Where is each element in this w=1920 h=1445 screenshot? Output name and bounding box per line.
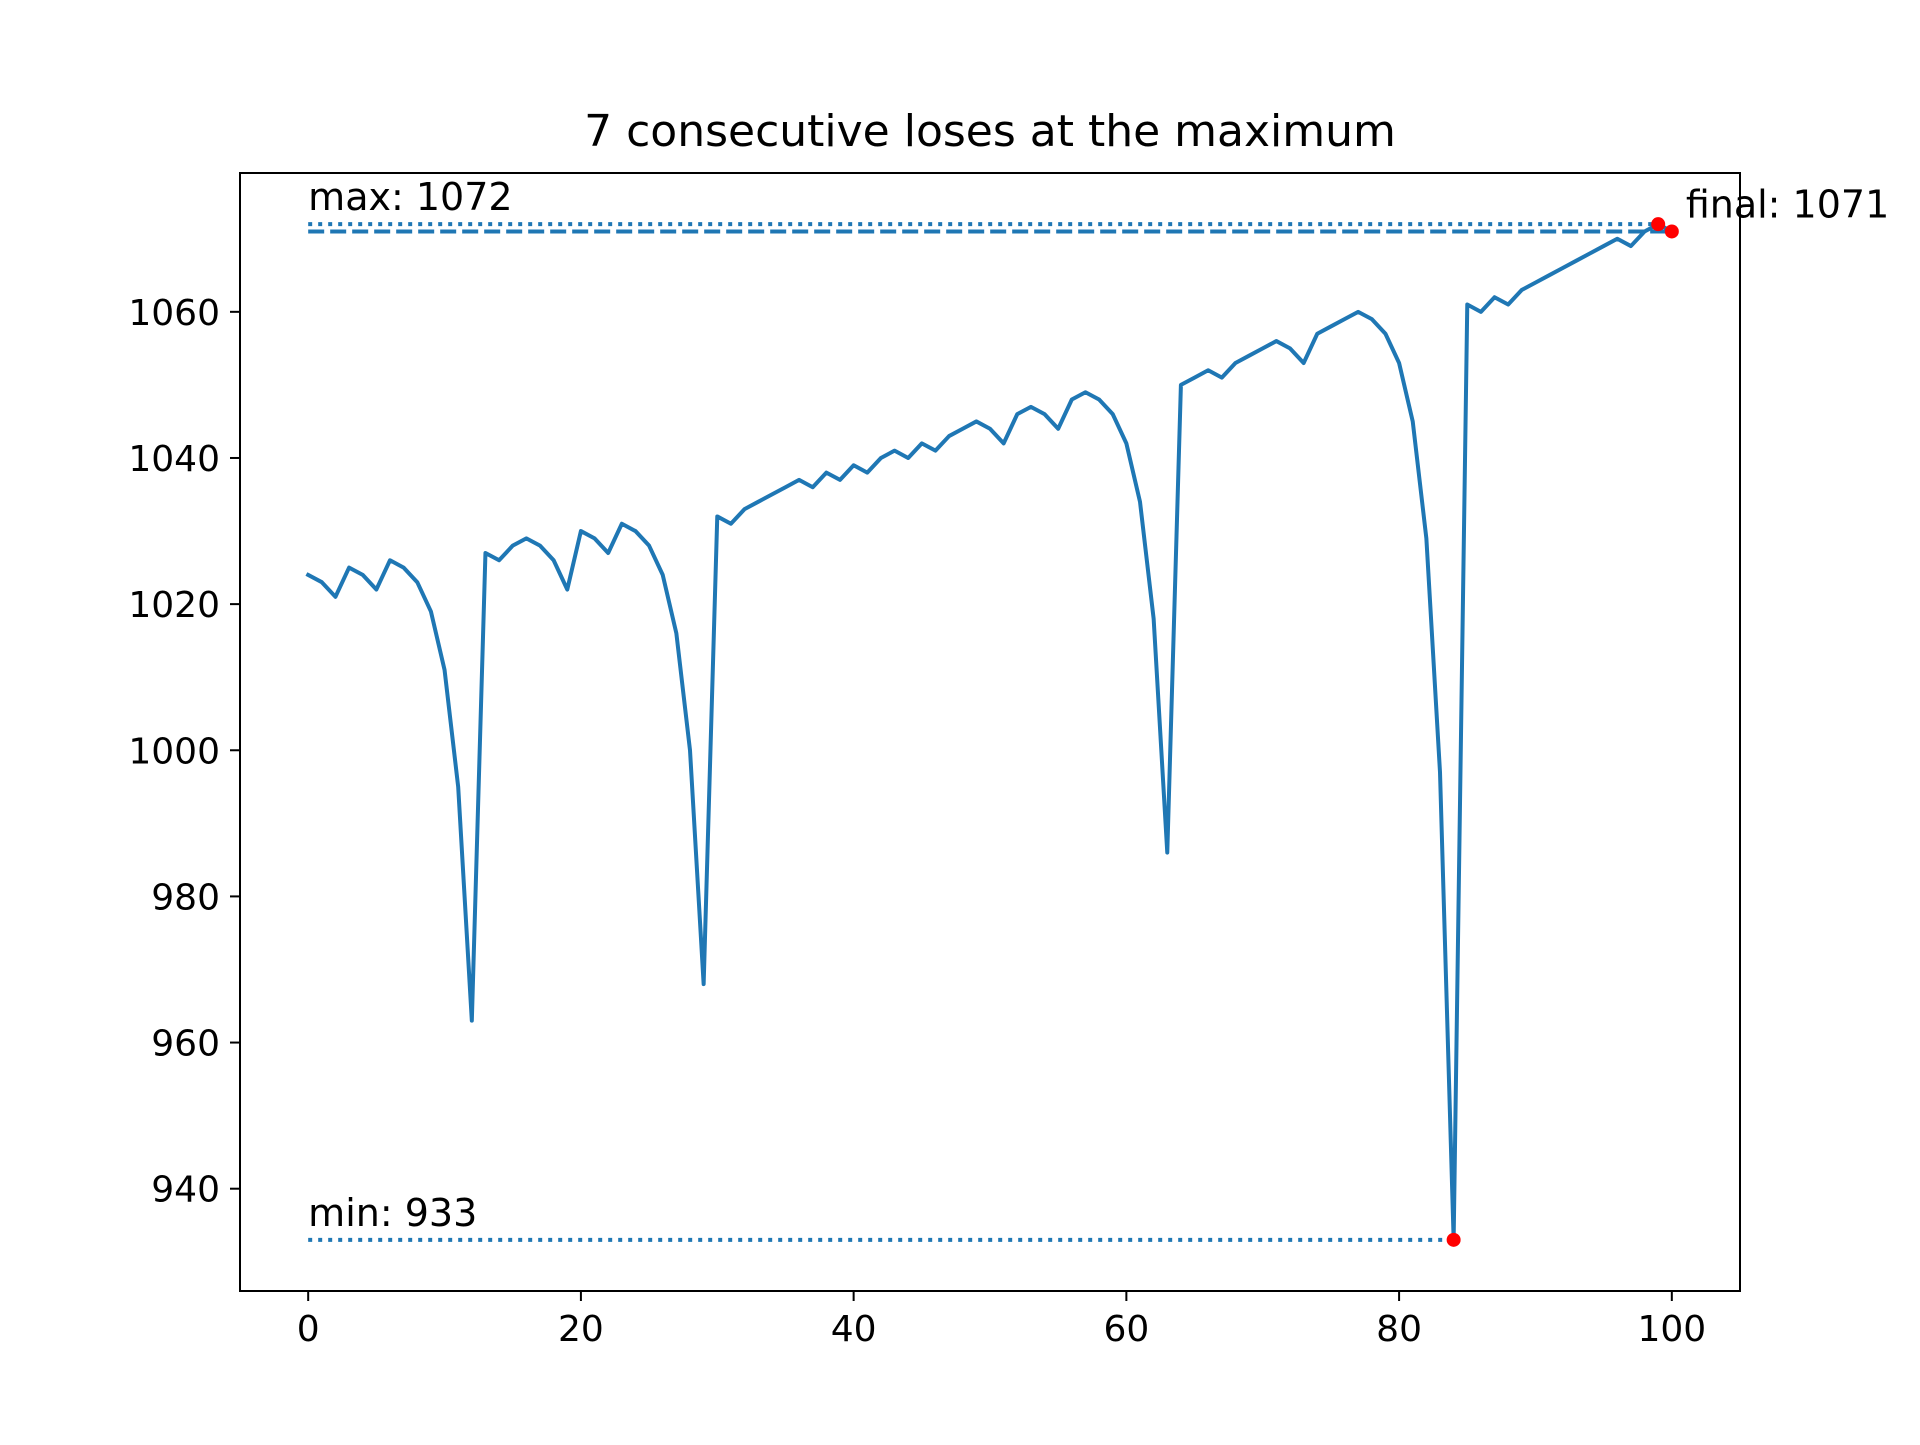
x-axis-ticks: 0 20 40 60 80 100	[297, 1291, 1706, 1350]
data-marker-2	[1664, 224, 1679, 239]
y-tick-label: 1000	[128, 731, 220, 772]
max-annotation: max: 1072	[308, 175, 512, 219]
marker-layer	[1446, 217, 1679, 1247]
x-tick-label: 0	[297, 1309, 320, 1350]
data-marker-1	[1446, 1232, 1461, 1247]
x-tick-label: 40	[831, 1309, 877, 1350]
x-tick-label: 20	[558, 1309, 604, 1350]
chart-title: 7 consecutive loses at the maximum	[584, 106, 1396, 157]
y-tick-label: 1060	[128, 293, 220, 334]
y-tick-label: 980	[151, 877, 220, 918]
final-annotation: final: 1071	[1686, 182, 1889, 226]
plot-frame	[239, 172, 1741, 1292]
y-tick-label: 940	[151, 1170, 220, 1211]
reference-lines	[308, 222, 1672, 1242]
x-tick-label: 100	[1637, 1309, 1706, 1350]
y-axis-ticks: 940 960 980 1000 1020 1040 1060	[128, 293, 240, 1211]
y-tick-label: 960	[151, 1024, 220, 1065]
series-layer	[305, 222, 1675, 1242]
data-marker-0	[1651, 217, 1666, 232]
min-annotation: min: 933	[308, 1191, 477, 1235]
y-tick-label: 1040	[128, 439, 220, 480]
x-tick-label: 60	[1103, 1309, 1149, 1350]
y-tick-label: 1020	[128, 585, 220, 626]
x-tick-label: 80	[1376, 1309, 1422, 1350]
annotations: max: 1072 min: 933 final: 1071	[308, 175, 1889, 1235]
series-line-0	[305, 222, 1675, 1242]
